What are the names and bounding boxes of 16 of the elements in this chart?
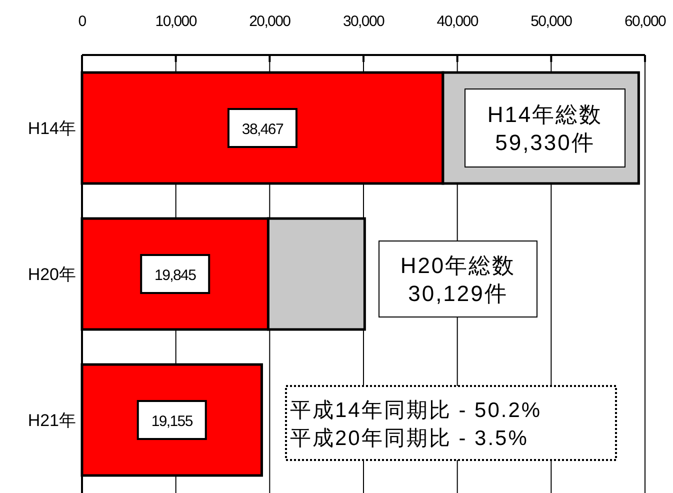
x-tick-label: 20,000 (249, 13, 291, 30)
x-tick-label: 0 (78, 13, 86, 30)
data-label: 38,467 (242, 121, 284, 138)
data-label: 19,845 (154, 267, 196, 284)
x-tick-label: 40,000 (436, 13, 478, 30)
x-tick-label: 10,000 (155, 13, 197, 30)
y-tick-label: H21年 (28, 411, 76, 430)
annotation: H20年総数 30,129件 (400, 253, 516, 306)
x-tick-label: 60,000 (624, 13, 666, 30)
annotation: 平成14年同期比 - 50.2% 平成20年同期比 - 3.5% (290, 399, 542, 450)
y-tick-label: H20年 (28, 265, 76, 284)
y-tick-label: H14年 (28, 119, 76, 138)
annotation: H14年総数 59,330件 (487, 102, 603, 155)
data-label: 19,155 (151, 413, 193, 430)
x-tick-label: 50,000 (530, 13, 572, 30)
x-tick-label: 30,000 (342, 13, 384, 30)
